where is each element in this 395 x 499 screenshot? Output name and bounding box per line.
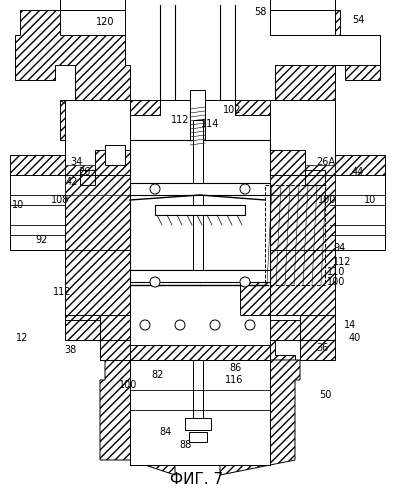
Bar (65, 160, 130, 315)
Circle shape (245, 320, 255, 330)
Text: 112: 112 (333, 257, 351, 267)
Text: 102: 102 (223, 105, 241, 115)
Text: 112: 112 (171, 115, 189, 125)
Polygon shape (65, 315, 130, 360)
Polygon shape (100, 360, 300, 475)
Text: 114: 114 (201, 119, 219, 129)
Text: 50: 50 (319, 390, 331, 400)
Text: 44: 44 (352, 167, 364, 177)
Bar (80, 170, 95, 185)
Polygon shape (270, 340, 295, 360)
Text: 10: 10 (364, 195, 376, 205)
Bar (95, 150, 130, 175)
Bar (270, 0, 335, 10)
Text: 92: 92 (36, 235, 48, 245)
Bar (185, 418, 211, 430)
Polygon shape (270, 10, 380, 100)
Bar (270, 10, 335, 35)
Text: 120: 120 (96, 17, 114, 27)
Bar (65, 100, 130, 175)
Polygon shape (65, 315, 130, 340)
Bar (330, 230, 385, 250)
Text: 26: 26 (78, 167, 90, 177)
Polygon shape (100, 315, 130, 360)
Text: 112: 112 (53, 287, 71, 297)
Bar (130, 360, 270, 465)
Bar (270, 165, 335, 195)
Circle shape (240, 277, 250, 287)
Polygon shape (60, 100, 335, 140)
Bar (65, 165, 130, 195)
Bar (130, 345, 270, 360)
Bar (130, 140, 270, 270)
Polygon shape (270, 315, 335, 340)
Text: 34: 34 (70, 157, 82, 167)
Text: 110: 110 (327, 267, 345, 277)
Text: 36: 36 (316, 343, 328, 353)
Bar (193, 360, 203, 420)
Text: 108: 108 (51, 195, 69, 205)
Circle shape (140, 320, 150, 330)
Text: 100: 100 (318, 195, 336, 205)
Text: 86: 86 (230, 363, 242, 373)
Text: 26A: 26A (316, 157, 335, 167)
Circle shape (150, 184, 160, 194)
Text: 100: 100 (119, 380, 137, 390)
Bar (330, 155, 385, 175)
Bar (130, 270, 270, 282)
Bar (60, 0, 125, 10)
Circle shape (150, 277, 160, 287)
Text: 94: 94 (334, 243, 346, 253)
Text: 38: 38 (64, 345, 76, 355)
Bar (60, 10, 125, 35)
Circle shape (210, 320, 220, 330)
Bar (270, 100, 335, 175)
Bar (190, 90, 205, 140)
Bar (189, 432, 207, 442)
Bar (10, 175, 65, 250)
Polygon shape (65, 140, 160, 315)
Text: 84: 84 (159, 427, 171, 437)
Bar (193, 120, 203, 270)
Text: 54: 54 (352, 15, 364, 25)
Bar (270, 160, 335, 315)
Bar (105, 145, 125, 165)
Polygon shape (15, 10, 130, 100)
Bar (10, 230, 65, 250)
Bar (130, 183, 270, 195)
Polygon shape (270, 315, 335, 360)
Text: 42: 42 (66, 177, 78, 187)
Bar (10, 155, 65, 175)
Polygon shape (60, 100, 130, 140)
Text: 100: 100 (327, 277, 345, 287)
Bar (305, 170, 325, 185)
Bar (270, 150, 305, 175)
Text: 12: 12 (16, 333, 28, 343)
Bar (265, 185, 325, 285)
Text: 10: 10 (12, 200, 24, 210)
Text: 58: 58 (254, 7, 266, 17)
Text: 14: 14 (344, 320, 356, 330)
Circle shape (240, 184, 250, 194)
Bar (155, 205, 245, 215)
Text: 82: 82 (152, 370, 164, 380)
Text: ФИГ. 7: ФИГ. 7 (170, 473, 224, 488)
Bar (330, 175, 385, 250)
Text: 88: 88 (179, 440, 191, 450)
Polygon shape (240, 140, 335, 315)
Text: 40: 40 (349, 333, 361, 343)
Circle shape (175, 320, 185, 330)
Text: 116: 116 (225, 375, 243, 385)
